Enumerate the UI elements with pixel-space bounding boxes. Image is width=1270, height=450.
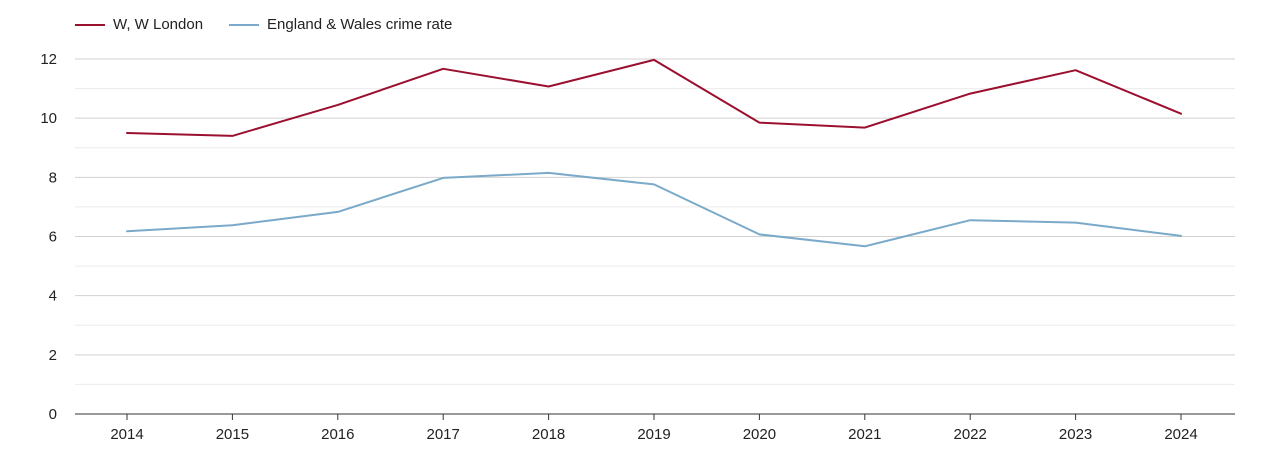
x-tick-label: 2021 [848, 426, 881, 443]
y-tick-label: 4 [49, 288, 57, 305]
x-tick-label: 2017 [427, 426, 460, 443]
series-line-w-london [126, 58, 1182, 137]
series-line-england-wales [126, 171, 1182, 248]
legend-swatch-w-london [75, 23, 105, 26]
y-tick-label: 6 [49, 229, 57, 246]
y-tick-label: 2 [49, 347, 57, 364]
x-tick-label: 2022 [954, 426, 987, 443]
legend-item-england-wales[interactable]: England & Wales crime rate [229, 16, 452, 33]
legend-item-w-london[interactable]: W, W London [75, 16, 203, 33]
chart-legend: W, W London England & Wales crime rate [75, 16, 452, 33]
legend-swatch-england-wales [229, 23, 260, 26]
x-tick-label: 2016 [321, 426, 354, 443]
x-tick-label: 2019 [637, 426, 670, 443]
x-tick-label: 2015 [216, 426, 249, 443]
x-tick-label: 2020 [743, 426, 776, 443]
y-tick-label: 12 [40, 51, 57, 68]
y-tick-label: 10 [40, 110, 57, 127]
legend-label-england-wales: England & Wales crime rate [267, 16, 453, 33]
x-tick-label: 2023 [1059, 426, 1092, 443]
x-tick-label: 2024 [1164, 426, 1197, 443]
legend-label-w-london: W, W London [113, 16, 204, 33]
x-tick-label: 2014 [110, 426, 143, 443]
y-tick-label: 8 [49, 169, 57, 186]
y-tick-label: 0 [49, 406, 57, 423]
x-tick-label: 2018 [532, 426, 565, 443]
